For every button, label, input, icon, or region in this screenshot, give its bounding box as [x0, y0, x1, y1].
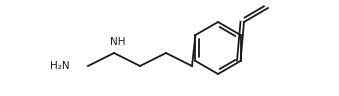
Text: H₂N: H₂N [50, 61, 70, 71]
Text: NH: NH [110, 37, 126, 47]
